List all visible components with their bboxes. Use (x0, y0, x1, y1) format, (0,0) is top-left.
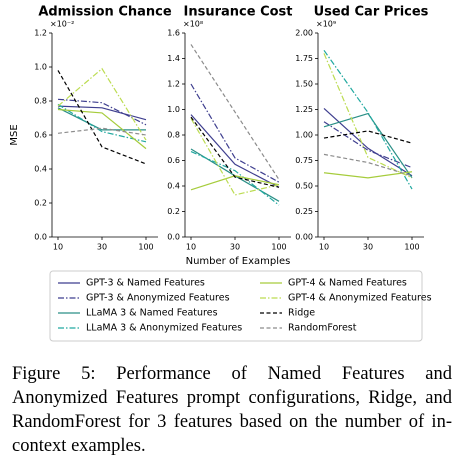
legend-label: LLaMA 3 & Anonymized Features (86, 323, 242, 334)
chart-title: Insurance Cost (184, 5, 293, 20)
y-tick-label: 0.2 (34, 199, 47, 208)
series-line (190, 118, 280, 196)
series-line (190, 175, 280, 191)
series-line (190, 116, 280, 188)
y-tick-label: 0.0 (167, 233, 180, 242)
y-tick-label: 0.4 (34, 165, 47, 174)
chart-title: Admission Chance (38, 5, 172, 20)
caption: Figure 5: Performance of Named Features … (12, 364, 452, 456)
series-line (190, 44, 280, 180)
chart-title: Used Car Prices (314, 5, 429, 20)
series-line (57, 127, 147, 136)
series-line (57, 103, 147, 143)
series-line (57, 70, 147, 165)
x-tick-label: 10 (53, 243, 63, 252)
x-tick-label: 30 (97, 243, 107, 252)
y-tick-label: 1.2 (167, 80, 180, 89)
series-line (190, 83, 280, 183)
series-line (323, 49, 413, 190)
y-tick-label: 1.6 (167, 29, 180, 38)
x-axis-label: Number of Examples (186, 256, 291, 267)
y-tick-label: 1.75 (295, 54, 313, 63)
y-tick-label: 1.0 (34, 63, 47, 72)
series-line (190, 114, 280, 188)
figure: Number of Examples Admission Chance×10⁻²… (9, 5, 432, 342)
x-tick-label: 30 (230, 243, 240, 252)
series-line (323, 121, 413, 169)
legend-label: RandomForest (288, 323, 357, 334)
x-tick-label: 10 (186, 243, 196, 252)
y-axis-label: MSE (9, 124, 20, 145)
y-tick-label: 0.00 (295, 233, 313, 242)
series-line (323, 153, 413, 177)
series-line (57, 107, 146, 131)
y-tick-label: 0.2 (167, 207, 180, 216)
series-line (323, 171, 413, 179)
legend-label: GPT-3 & Anonymized Features (86, 293, 230, 304)
y-tick-label: 1.0 (167, 105, 180, 114)
x-tick-label: 30 (363, 243, 373, 252)
series-line (323, 130, 413, 144)
x-tick-label: 100 (138, 243, 153, 252)
legend-box (49, 270, 423, 342)
y-tick-label: 0.75 (295, 156, 313, 165)
series-line (57, 105, 147, 121)
legend-label: Ridge (288, 308, 315, 319)
y-tick-label: 1.50 (295, 80, 313, 89)
y-tick-label: 0.8 (167, 131, 180, 140)
legend-label: GPT-3 & Named Features (86, 278, 205, 289)
legend-label: GPT-4 & Named Features (288, 278, 407, 289)
x-tick-label: 100 (404, 243, 419, 252)
y-tick-label: 1.25 (295, 105, 313, 114)
legend-label: GPT-4 & Anonymized Features (288, 293, 432, 304)
y-tick-label: 1.00 (295, 131, 313, 140)
series-line (323, 108, 413, 177)
y-tick-label: 1.4 (167, 54, 180, 63)
x-tick-label: 100 (271, 243, 286, 252)
y-tick-label: 0.6 (167, 156, 180, 165)
series-line (323, 53, 413, 179)
y-tick-label: 2.00 (295, 29, 313, 38)
y-tick-label: 0.8 (34, 97, 47, 106)
series-line (57, 108, 147, 150)
series-line (57, 67, 147, 141)
y-tick-label: 0.4 (167, 182, 180, 191)
series-line (57, 98, 147, 126)
x-tick-label: 10 (319, 243, 329, 252)
y-tick-label: 1.2 (34, 29, 47, 38)
scale-label: ×10⁹ (316, 20, 336, 29)
series-line (190, 151, 280, 206)
scale-label: ×10⁻² (50, 20, 74, 29)
y-tick-label: 0.25 (295, 207, 313, 216)
legend-label: LLaMA 3 & Named Features (86, 308, 218, 319)
y-tick-label: 0.0 (34, 233, 47, 242)
scale-label: ×10⁸ (183, 20, 203, 29)
y-tick-label: 0.6 (34, 131, 47, 140)
y-tick-label: 0.50 (295, 182, 313, 191)
